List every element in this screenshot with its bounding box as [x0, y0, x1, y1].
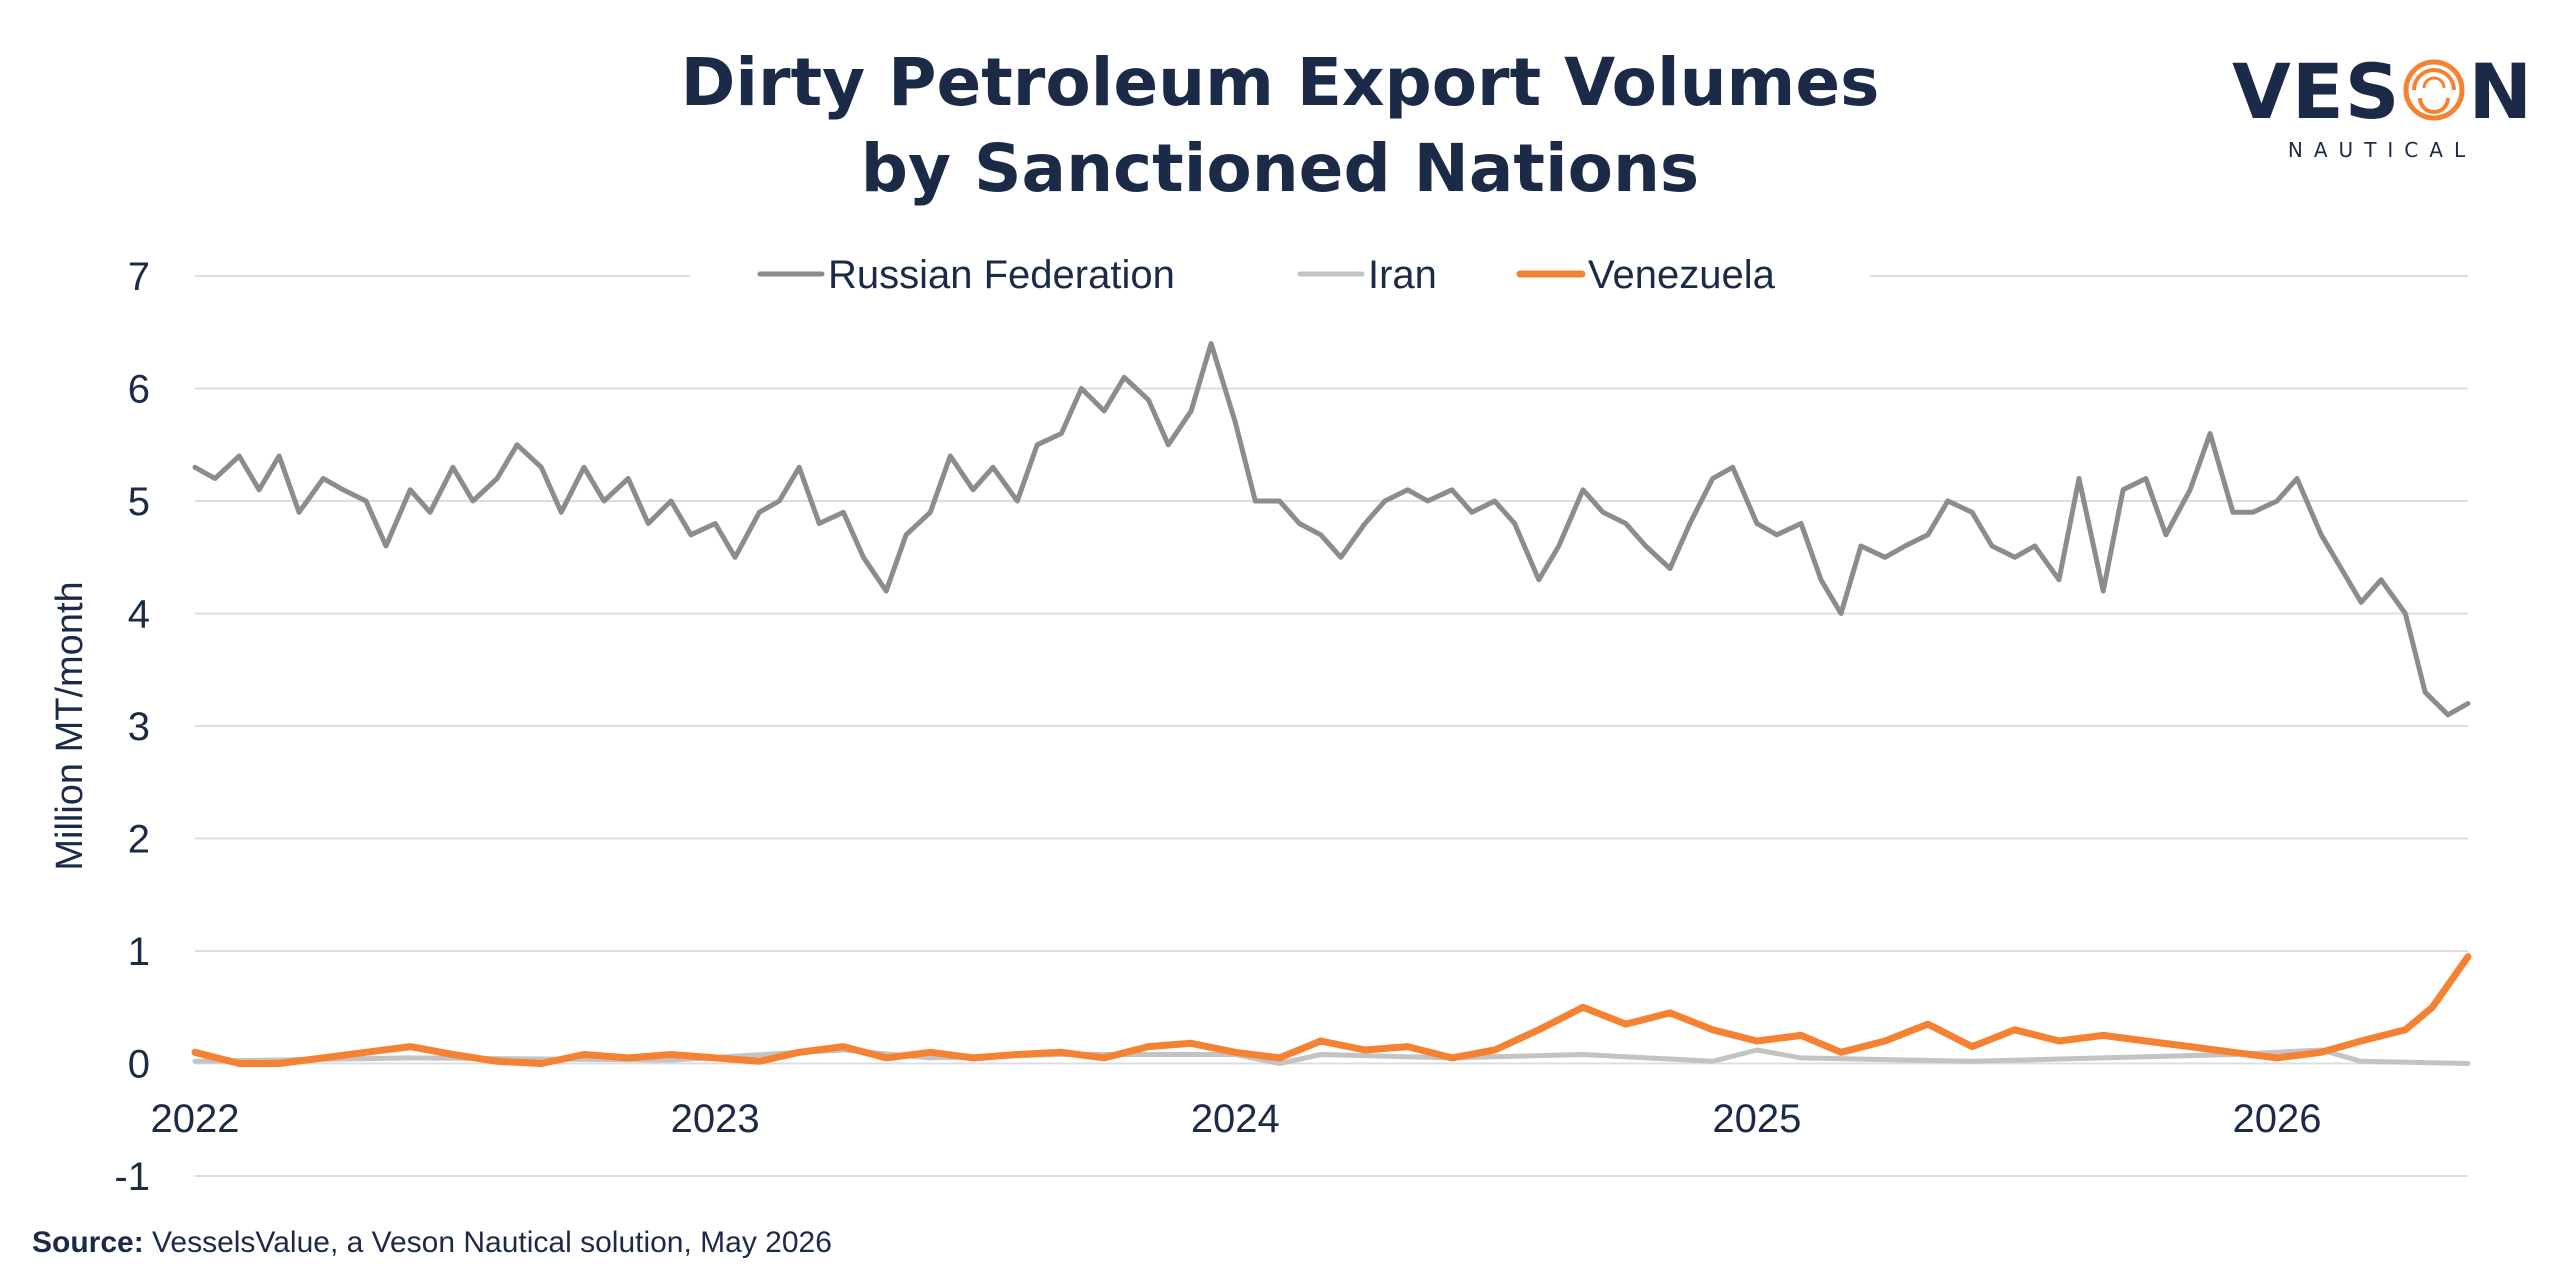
- legend-label: Venezuela: [1588, 253, 1776, 297]
- y-axis-ticks: 7 6 5 4 3 2 1 0 -1: [114, 255, 150, 1199]
- logo-o-icon: [2402, 58, 2466, 122]
- source-label: Source:: [32, 1226, 144, 1259]
- source-text: VesselsValue, a Veson Nautical solution,…: [152, 1226, 832, 1259]
- series-line-venezuela: [191, 953, 2472, 1067]
- y-tick-label: 3: [128, 705, 150, 749]
- y-tick-label: 7: [128, 255, 150, 299]
- y-tick-label: 4: [128, 593, 150, 637]
- x-tick-label: 2022: [151, 1097, 240, 1141]
- y-axis-label: Million MT/month: [49, 581, 91, 870]
- chart-title: Dirty Petroleum Export Volumes by Sancti…: [0, 40, 2560, 212]
- logo-subtitle: NAUTICAL: [2287, 138, 2477, 162]
- legend-label: Russian Federation: [828, 253, 1175, 297]
- legend: Russian Federation Iran Venezuela: [690, 240, 1870, 304]
- x-axis-ticks: 2022 2023 2024 2025 2026: [151, 1097, 2322, 1141]
- y-tick-label: 5: [128, 480, 150, 524]
- source-note: Source: VesselsValue, a Veson Nautical s…: [32, 1226, 832, 1260]
- y-tick-label: 1: [128, 930, 150, 974]
- x-tick-label: 2026: [2233, 1097, 2322, 1141]
- legend-label: Iran: [1368, 253, 1437, 297]
- series-line-russian-federation: [192, 341, 2471, 718]
- x-tick-label: 2023: [671, 1097, 760, 1141]
- legend-background: [690, 240, 1870, 304]
- y-tick-label: 0: [128, 1043, 150, 1087]
- x-tick-label: 2024: [1191, 1097, 1280, 1141]
- grid-lines: [195, 275, 2468, 1177]
- y-tick-label: 6: [128, 368, 150, 412]
- chart-title-line-1: Dirty Petroleum Export Volumes: [680, 44, 1880, 121]
- x-tick-label: 2025: [1712, 1097, 1801, 1141]
- logo-wordmark: VES N: [2232, 47, 2534, 136]
- veson-nautical-logo: VES N NAUTICAL: [2232, 47, 2534, 163]
- y-tick-label: -1: [114, 1155, 150, 1199]
- series-lines: [191, 341, 2472, 1067]
- y-tick-label: 2: [128, 818, 150, 862]
- chart-title-line-2: by Sanctioned Nations: [860, 130, 1700, 207]
